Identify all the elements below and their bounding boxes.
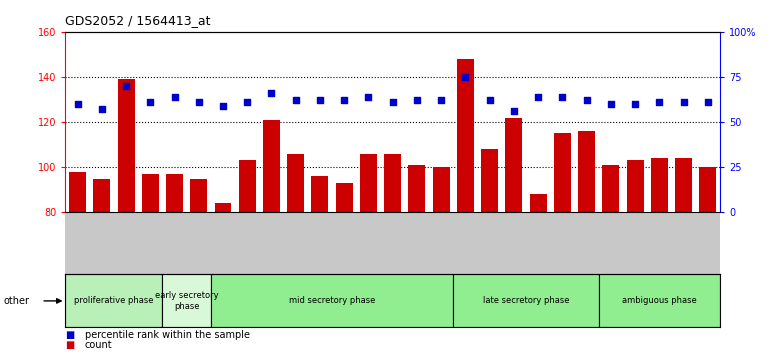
Text: proliferative phase: proliferative phase bbox=[74, 296, 154, 306]
Bar bbox=[433, 167, 450, 354]
Point bbox=[387, 99, 399, 105]
Text: ambiguous phase: ambiguous phase bbox=[622, 296, 697, 306]
Point bbox=[169, 95, 181, 100]
Bar bbox=[651, 158, 668, 354]
Bar bbox=[239, 160, 256, 354]
Bar bbox=[554, 133, 571, 354]
Bar bbox=[481, 149, 498, 354]
Point bbox=[435, 97, 447, 102]
Point bbox=[217, 103, 229, 109]
Point bbox=[95, 106, 108, 112]
Point bbox=[581, 97, 593, 102]
Bar bbox=[599, 274, 720, 327]
Bar bbox=[215, 203, 232, 354]
Point bbox=[338, 97, 350, 102]
Bar bbox=[142, 174, 159, 354]
Bar bbox=[166, 174, 183, 354]
Bar bbox=[530, 194, 547, 354]
Point bbox=[192, 99, 205, 105]
Bar bbox=[408, 165, 425, 354]
Bar bbox=[263, 120, 280, 354]
Bar bbox=[287, 154, 304, 354]
Point bbox=[72, 101, 84, 107]
Bar bbox=[699, 167, 716, 354]
Bar bbox=[578, 131, 595, 354]
Point bbox=[678, 99, 690, 105]
Bar bbox=[162, 274, 211, 327]
Point bbox=[290, 97, 302, 102]
Point bbox=[314, 97, 326, 102]
Bar bbox=[675, 158, 692, 354]
Bar bbox=[360, 154, 377, 354]
Point bbox=[653, 99, 665, 105]
Bar bbox=[190, 178, 207, 354]
Point bbox=[120, 83, 132, 89]
Text: GDS2052 / 1564413_at: GDS2052 / 1564413_at bbox=[65, 14, 211, 27]
Point bbox=[507, 108, 520, 114]
Point bbox=[459, 74, 471, 80]
Point bbox=[556, 95, 568, 100]
Bar bbox=[211, 274, 454, 327]
Point bbox=[363, 95, 375, 100]
Text: ■: ■ bbox=[65, 341, 75, 350]
Bar bbox=[312, 176, 329, 354]
Point bbox=[410, 97, 423, 102]
Point bbox=[266, 90, 278, 96]
Bar bbox=[69, 172, 86, 354]
Bar bbox=[454, 274, 599, 327]
Bar bbox=[505, 118, 522, 354]
Point bbox=[604, 101, 617, 107]
Text: ■: ■ bbox=[65, 330, 75, 340]
Text: late secretory phase: late secretory phase bbox=[483, 296, 569, 306]
Bar bbox=[602, 165, 619, 354]
Point bbox=[629, 101, 641, 107]
Point bbox=[532, 95, 544, 100]
Text: mid secretory phase: mid secretory phase bbox=[289, 296, 375, 306]
Text: other: other bbox=[4, 296, 30, 306]
Bar bbox=[627, 160, 644, 354]
Bar bbox=[384, 154, 401, 354]
Text: count: count bbox=[85, 341, 112, 350]
Bar bbox=[93, 178, 110, 354]
Bar bbox=[457, 59, 474, 354]
Bar bbox=[336, 183, 353, 354]
Point bbox=[144, 99, 156, 105]
Point bbox=[484, 97, 496, 102]
Point bbox=[701, 99, 714, 105]
Point bbox=[241, 99, 253, 105]
Bar bbox=[65, 274, 162, 327]
Text: early secretory
phase: early secretory phase bbox=[155, 291, 219, 310]
Text: percentile rank within the sample: percentile rank within the sample bbox=[85, 330, 249, 340]
Bar bbox=[118, 79, 135, 354]
